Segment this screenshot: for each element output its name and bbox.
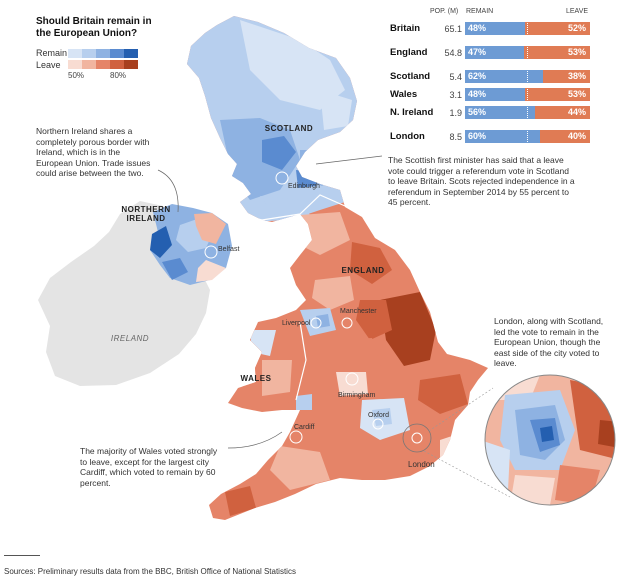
region-label-ireland: IRELAND — [110, 334, 150, 343]
remain-bar-fill — [465, 106, 535, 119]
col-header-leave: LEAVE — [566, 8, 589, 15]
remain-bar-fill — [465, 46, 524, 59]
remain-value: 47% — [468, 47, 487, 57]
leave-value: 40% — [567, 131, 586, 141]
annotation-london: London, along with Scotland, led the vot… — [494, 316, 604, 368]
annotation-northern-ireland: Northern Ireland shares a completely por… — [36, 126, 151, 178]
source-note: Sources: Preliminary results data from t… — [4, 567, 296, 576]
ireland-landmass — [38, 201, 210, 386]
midpoint-line — [527, 107, 528, 118]
city-label-belfast: Belfast — [218, 246, 240, 253]
leave-value: 44% — [567, 107, 586, 117]
row-name: England — [390, 47, 428, 58]
remain-value: 48% — [468, 23, 487, 33]
city-label-manchester: Manchester — [340, 308, 377, 315]
row-pop: 65.1 — [444, 24, 462, 34]
annotation-wales: The majority of Wales voted strongly to … — [80, 446, 218, 488]
region-label-england: ENGLAND — [341, 266, 385, 275]
source-divider — [4, 555, 40, 556]
legend-remain-swatch — [110, 49, 124, 58]
leave-value: 53% — [567, 89, 586, 99]
remain-bar-fill — [465, 22, 525, 35]
legend-leave-swatch — [110, 60, 124, 69]
col-header-pop: POP. (M) — [430, 8, 459, 15]
result-bar: 62% 38% — [465, 70, 590, 83]
legend-leave-label: Leave — [36, 60, 61, 70]
row-name: Britain — [390, 23, 421, 34]
remain-bar-fill — [465, 88, 525, 101]
remain-value: 60% — [468, 131, 487, 141]
midpoint-line — [527, 71, 528, 82]
result-bar: 48% 53% — [465, 88, 590, 101]
city-label-liverpool: Liverpool — [282, 320, 311, 327]
midpoint-line — [527, 131, 528, 142]
city-markers — [204, 171, 423, 444]
region-label-scotland: SCOTLAND — [264, 124, 314, 133]
legend-remain-swatch — [68, 49, 82, 58]
legend-title: Should Britain remain in the European Un… — [36, 16, 152, 39]
midpoint-line — [527, 47, 528, 58]
remain-bar-fill — [465, 130, 540, 143]
legend-tick-80: 80% — [110, 71, 127, 80]
annotation-scotland: The Scottish first minister has said tha… — [388, 155, 575, 207]
result-bar: 47% 53% — [465, 46, 590, 59]
midpoint-line — [527, 89, 528, 100]
legend-leave-swatch — [124, 60, 138, 69]
legend-remain-label: Remain — [36, 48, 68, 58]
city-label-london: London — [408, 460, 435, 469]
legend-remain-row: Remain — [36, 48, 68, 58]
legend-remain-swatch — [124, 49, 138, 58]
region-label-wales: WALES — [240, 374, 272, 383]
london-inset-map — [485, 375, 615, 505]
legend-leave-swatch — [96, 60, 110, 69]
london-inset-border — [484, 374, 616, 506]
results-row: Wales 3.1 48% 53% — [390, 88, 590, 102]
row-name: N. Ireland — [390, 107, 434, 118]
row-pop: 54.8 — [444, 48, 462, 58]
result-bar: 56% 44% — [465, 106, 590, 119]
row-pop: 3.1 — [449, 90, 462, 100]
legend-remain-swatch — [82, 49, 96, 58]
leave-value: 53% — [567, 47, 586, 57]
result-bar: 48% 52% — [465, 22, 590, 35]
region-label-northern-ireland: NORTHERN IRELAND — [121, 205, 171, 223]
leave-value: 38% — [567, 71, 586, 81]
results-row: London 8.5 60% 40% — [390, 130, 590, 144]
row-pop: 8.5 — [449, 132, 462, 142]
city-label-cardiff: Cardiff — [294, 424, 315, 431]
row-name: Wales — [390, 89, 418, 100]
results-row: N. Ireland 1.9 56% 44% — [390, 106, 590, 120]
results-row: England 54.8 47% 53% — [390, 46, 590, 60]
remain-bar-fill — [465, 70, 543, 83]
row-pop: 1.9 — [449, 108, 462, 118]
city-label-oxford: Oxford — [368, 412, 390, 419]
legend-leave-swatch — [68, 60, 82, 69]
legend-leave-swatch — [82, 60, 96, 69]
city-label-birmingham: Birmingham — [338, 392, 376, 399]
legend-remain-swatch — [96, 49, 110, 58]
legend-tick-50: 50% — [68, 71, 85, 80]
midpoint-line — [527, 23, 528, 34]
leave-value: 52% — [567, 23, 586, 33]
results-row: Britain 65.1 48% 52% — [390, 22, 590, 36]
remain-value: 62% — [468, 71, 487, 81]
col-header-remain: REMAIN — [466, 8, 494, 15]
remain-value: 56% — [468, 107, 487, 117]
remain-value: 48% — [468, 89, 487, 99]
city-label-edinburgh: Edinburgh — [288, 183, 320, 190]
row-name: London — [390, 131, 425, 142]
row-pop: 5.4 — [449, 72, 462, 82]
result-bar: 60% 40% — [465, 130, 590, 143]
row-name: Scotland — [390, 71, 431, 82]
legend-leave-row: Leave — [36, 60, 66, 70]
results-row: Scotland 5.4 62% 38% — [390, 70, 590, 84]
